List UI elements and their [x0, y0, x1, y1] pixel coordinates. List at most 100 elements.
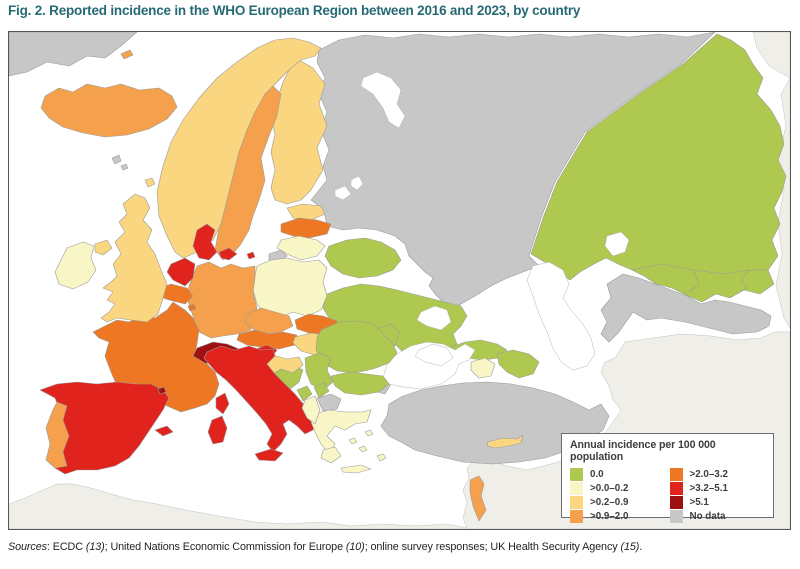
- island-faroe-1: [111, 154, 122, 165]
- region-northern-ireland: [94, 239, 113, 256]
- country-denmark: [192, 223, 218, 261]
- legend-swatch: [570, 481, 583, 495]
- legend-entries: 0.0 >0.0–0.2 >0.2–0.9 >0.9–2.0 >2.0–3.2 >3.2–…: [570, 467, 765, 523]
- sea-black-sea: [382, 341, 476, 390]
- country-armenia: [470, 357, 496, 379]
- legend-item: >0.9–2.0: [570, 509, 666, 523]
- sea-azov: [416, 305, 452, 331]
- legend-title: Annual incidence per 100 000 population: [570, 439, 716, 463]
- island-bornholm: [246, 251, 256, 260]
- country-iceland: [40, 83, 178, 138]
- region-kosovo: [313, 382, 330, 399]
- legend-label: 0.0: [590, 468, 604, 480]
- country-ireland: [54, 241, 97, 290]
- country-bulgaria: [330, 371, 390, 396]
- country-norway: [156, 37, 322, 259]
- country-belarus: [324, 237, 402, 279]
- island-jan-mayen: [120, 49, 134, 60]
- island-aegean-1: [348, 437, 358, 445]
- border-central-asia-2: [736, 269, 750, 295]
- legend-item: >3.2–5.1: [669, 481, 766, 495]
- map-panel: Annual incidence per 100 000 population …: [8, 31, 791, 530]
- country-greece: [310, 409, 372, 455]
- country-turkmenistan: [600, 273, 772, 343]
- island-sicily: [254, 448, 284, 462]
- country-cyprus: [486, 434, 524, 449]
- country-czechia: [244, 307, 294, 335]
- legend-item: >5.1: [669, 495, 766, 509]
- sea-white-sea: [360, 71, 406, 129]
- legend-label: >0.2–0.9: [590, 496, 629, 508]
- region-greenland: [9, 32, 138, 77]
- legend-item: >2.0–3.2: [669, 467, 766, 481]
- island-balearics: [154, 425, 174, 437]
- sources-seg2: ; United Nations Economic Commission for…: [104, 541, 346, 553]
- country-portugal: [45, 401, 70, 469]
- legend-label: >5.1: [689, 496, 709, 508]
- country-montenegro: [296, 385, 313, 402]
- island-aegean-2: [358, 445, 368, 453]
- sources-ref3: (15): [620, 541, 640, 553]
- country-denmark-islands: [218, 247, 238, 261]
- country-poland: [252, 257, 328, 319]
- legend-label: >0.0–0.2: [590, 482, 629, 494]
- country-albania: [301, 395, 321, 425]
- lake-aral-sea: [604, 231, 630, 257]
- region-peloponnese: [320, 446, 342, 464]
- lake-ladoga: [334, 185, 352, 201]
- sources-ref1: (13): [85, 541, 105, 553]
- country-estonia: [286, 203, 326, 221]
- legend-label: No data: [689, 510, 726, 522]
- border-central-asia-1: [631, 263, 768, 275]
- legend-swatch: [570, 495, 583, 509]
- map-legend: Annual incidence per 100 000 population …: [561, 433, 774, 523]
- legend-label: >2.0–3.2: [689, 468, 728, 480]
- island-faroe-2: [120, 163, 129, 171]
- island-shetland: [144, 177, 156, 188]
- figure-title: Fig. 2. Reported incidence in the WHO Eu…: [8, 3, 581, 18]
- sources-ref2: (10): [345, 541, 365, 553]
- island-aegean-3: [364, 429, 374, 437]
- country-italy: [203, 345, 320, 453]
- island-corsica: [215, 392, 230, 415]
- border-central-asia-3: [688, 269, 700, 293]
- legend-swatch: [669, 509, 683, 523]
- country-kazakhstan-central-asia: [530, 33, 787, 303]
- country-andorra: [157, 386, 167, 395]
- sea-caspian: [526, 261, 596, 371]
- legend-swatch: [669, 467, 683, 481]
- sources-label: Sources: [8, 541, 47, 553]
- legend-item: No data: [669, 509, 766, 523]
- legend-swatch: [570, 467, 583, 481]
- country-turkey: [380, 381, 610, 465]
- island-rhodes: [376, 453, 387, 462]
- legend-swatch: [669, 481, 683, 495]
- country-luxembourg: [187, 303, 197, 312]
- country-north-macedonia: [316, 393, 342, 412]
- island-sardinia: [207, 415, 228, 445]
- region-north-africa: [9, 483, 468, 529]
- country-serbia: [304, 352, 334, 391]
- country-netherlands: [166, 257, 196, 287]
- legend-swatch: [570, 509, 583, 523]
- legend-item: 0.0: [570, 467, 666, 481]
- region-asia-northeast: [752, 32, 790, 79]
- country-israel: [469, 475, 487, 522]
- sources-seg4: .: [639, 541, 643, 553]
- lake-onega: [350, 175, 364, 191]
- country-united-kingdom: [100, 193, 168, 323]
- legend-item: >0.0–0.2: [570, 481, 666, 495]
- sources-seg1: : ECDC: [46, 541, 86, 553]
- country-germany: [186, 261, 258, 339]
- region-crimea: [414, 343, 454, 367]
- legend-label: >3.2–5.1: [689, 482, 728, 494]
- legend-label: >0.9–2.0: [590, 510, 629, 522]
- legend-item: >0.2–0.9: [570, 495, 666, 509]
- country-azerbaijan: [496, 349, 540, 379]
- sources-line: Sources: ECDC (13); United Nations Econo…: [8, 541, 642, 553]
- island-crete: [340, 464, 372, 474]
- legend-swatch: [669, 495, 683, 509]
- country-latvia: [280, 217, 332, 239]
- sources-seg3: ; online survey responses; UK Health Sec…: [364, 541, 621, 553]
